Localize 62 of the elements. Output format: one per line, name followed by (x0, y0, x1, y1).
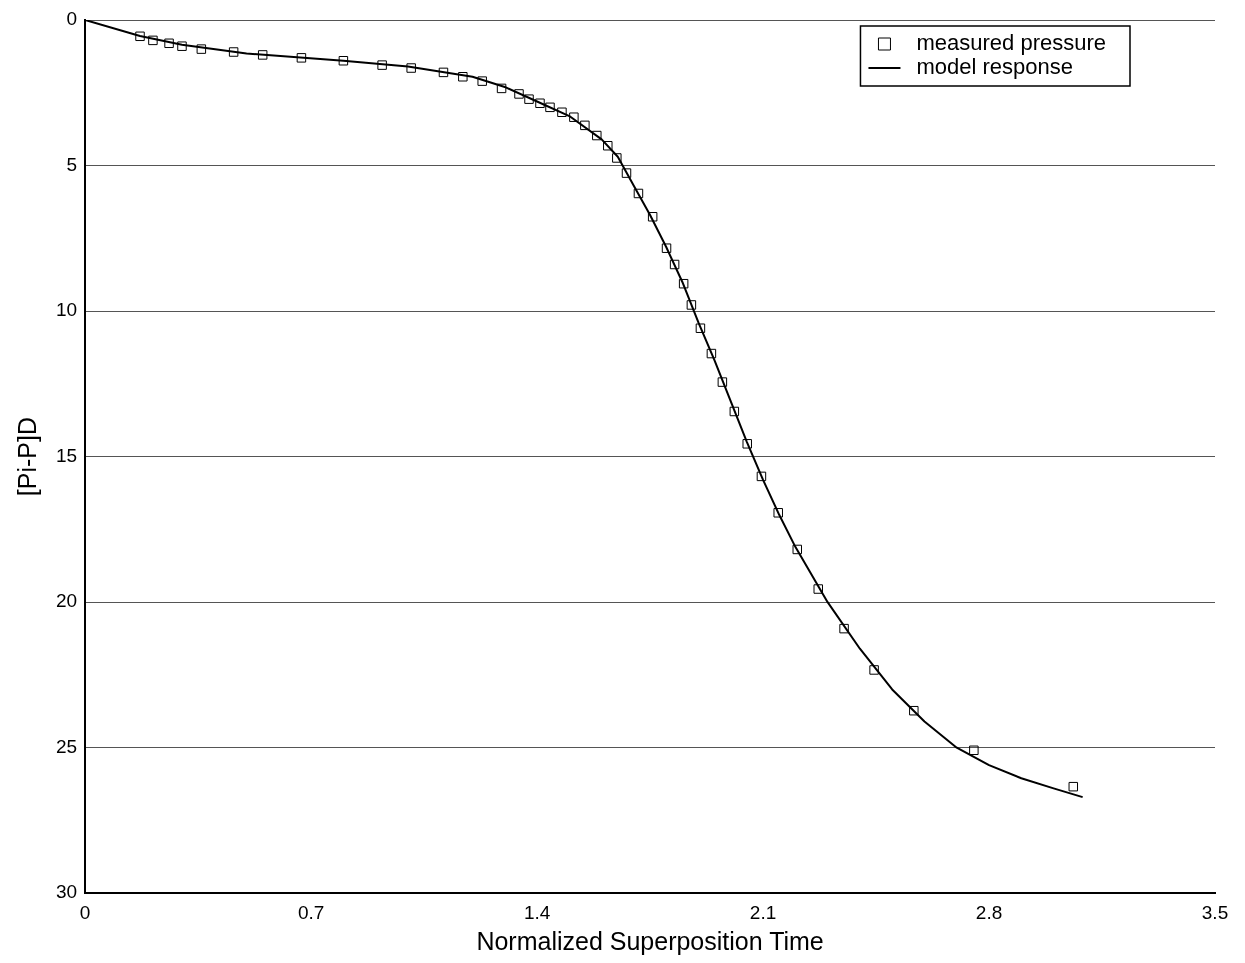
y-tick-label: 20 (55, 590, 78, 612)
y-tick-label: 25 (55, 735, 78, 757)
point (406, 63, 416, 73)
point (196, 44, 207, 54)
point (545, 102, 555, 113)
point (647, 212, 658, 222)
y-tick-label: 10 (55, 299, 78, 321)
point (496, 83, 507, 94)
point (669, 259, 680, 270)
point (756, 471, 767, 482)
point (569, 112, 579, 122)
point (1068, 781, 1079, 792)
y-tick-label: 0 (66, 8, 78, 30)
legend-label: measured pressure (916, 30, 1107, 56)
point (580, 120, 590, 131)
y-tick-label: 5 (66, 153, 78, 175)
point (695, 323, 706, 333)
point (177, 41, 187, 51)
point (813, 584, 823, 594)
point (603, 141, 613, 151)
point (706, 348, 717, 359)
point (438, 67, 449, 78)
y-tick-label: 30 (55, 881, 78, 903)
point (296, 53, 307, 63)
point (477, 76, 487, 86)
point (164, 38, 174, 49)
point (773, 508, 783, 518)
point (458, 72, 468, 82)
point (148, 35, 158, 46)
x-tick-label: 3.5 (1201, 901, 1229, 923)
point (135, 31, 145, 42)
point (338, 56, 349, 66)
x-tick-label: 2.8 (975, 901, 1003, 923)
x-tick-label: 1.4 (523, 901, 551, 923)
y-axis-title: [Pi-P]D (12, 417, 41, 497)
point (686, 300, 697, 310)
point (717, 377, 728, 387)
point (909, 705, 919, 716)
point (524, 94, 534, 104)
point (621, 168, 632, 178)
point (257, 50, 268, 60)
point (742, 439, 752, 449)
point (792, 544, 803, 555)
point (969, 745, 979, 756)
point (612, 153, 622, 163)
point (377, 60, 387, 70)
point (678, 278, 689, 289)
point (228, 47, 239, 57)
point (729, 406, 740, 417)
point (557, 107, 567, 118)
y-tick-label: 15 (55, 444, 78, 466)
point (839, 623, 849, 634)
x-axis-title: Normalized Superposition Time (476, 926, 824, 955)
point (535, 98, 545, 108)
legend-label: model response (916, 54, 1074, 80)
point (633, 188, 644, 199)
x-tick-label: 2.1 (749, 901, 777, 923)
x-tick-label: 0.7 (297, 901, 325, 923)
point (869, 665, 879, 675)
point (661, 243, 672, 253)
point (514, 89, 524, 99)
point (592, 130, 602, 141)
